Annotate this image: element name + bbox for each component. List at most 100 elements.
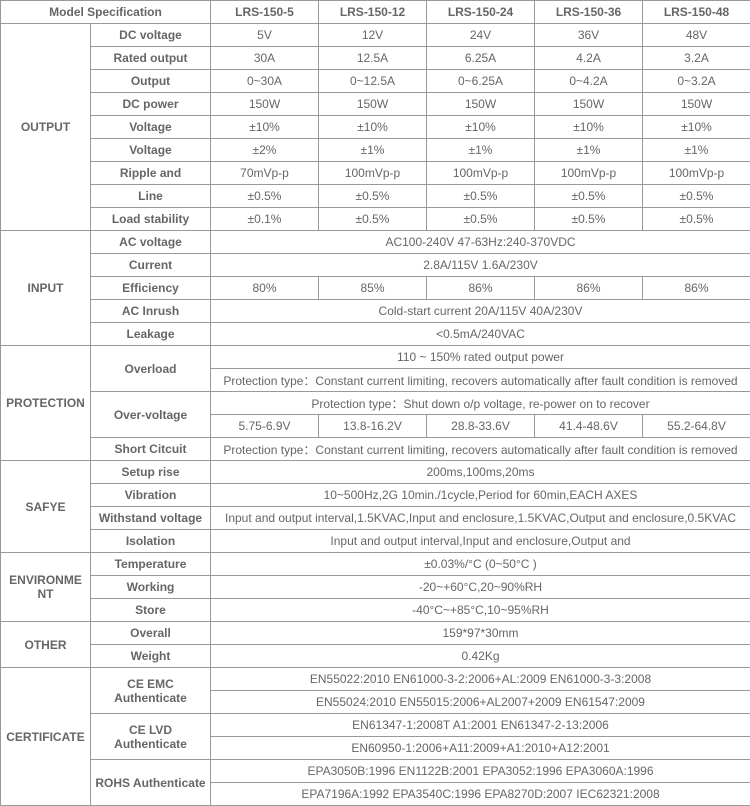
- param-label: Overall: [91, 622, 211, 645]
- table-row: DC power150W150W150W150W150W: [1, 93, 750, 116]
- section-protection: PROTECTION: [1, 346, 91, 461]
- cell: 10~500Hz,2G 10min./1cycle,Period for 60m…: [211, 484, 750, 507]
- cell: EN60950-1:2006+A11:2009+A1:2010+A12:2001: [211, 737, 750, 760]
- cell: 0~3.2A: [643, 70, 750, 93]
- header-col: LRS-150-48: [643, 1, 750, 24]
- cell: 41.4-48.6V: [535, 415, 643, 438]
- param-label: AC Inrush: [91, 300, 211, 323]
- cell: 12.5A: [319, 47, 427, 70]
- cell: ±10%: [535, 116, 643, 139]
- table-row: Ripple and70mVp-p100mVp-p100mVp-p100mVp-…: [1, 162, 750, 185]
- param-label: Leakage: [91, 323, 211, 346]
- cell: ±1%: [535, 139, 643, 162]
- cell: 48V: [643, 24, 750, 47]
- param-label: Working: [91, 576, 211, 599]
- cell: ±0.5%: [211, 185, 319, 208]
- cell: 150W: [643, 93, 750, 116]
- cell: 6.25A: [427, 47, 535, 70]
- table-row: CE LVD AuthenticateEN61347-1:2008T A1:20…: [1, 714, 750, 737]
- param-label: Current: [91, 254, 211, 277]
- table-row: Store-40°C~+85°C,10~95%RH: [1, 599, 750, 622]
- cell: 85%: [319, 277, 427, 300]
- cell: 24V: [427, 24, 535, 47]
- table-row: Working-20~+60°C,20~90%RH: [1, 576, 750, 599]
- section-safye: SAFYE: [1, 461, 91, 553]
- table-row: Weight0.42Kg: [1, 645, 750, 668]
- param-label: ROHS Authenticate: [91, 760, 211, 806]
- table-row: Current2.8A/115V 1.6A/230V: [1, 254, 750, 277]
- cell: ±1%: [427, 139, 535, 162]
- param-label: Ripple and: [91, 162, 211, 185]
- header-col: LRS-150-12: [319, 1, 427, 24]
- param-label: DC voltage: [91, 24, 211, 47]
- table-row: Load stability±0.1%±0.5%±0.5%±0.5%±0.5%: [1, 208, 750, 231]
- section-output: OUTPUT: [1, 24, 91, 231]
- param-label: AC voltage: [91, 231, 211, 254]
- table-row: Model SpecificationLRS-150-5LRS-150-12LR…: [1, 1, 750, 24]
- table-row: Rated output30A12.5A6.25A4.2A3.2A: [1, 47, 750, 70]
- param-label: Short Citcuit: [91, 438, 211, 461]
- cell: 100mVp-p: [535, 162, 643, 185]
- cell: EN55024:2010 EN55015:2006+AL2007+2009 EN…: [211, 691, 750, 714]
- param-label: Line: [91, 185, 211, 208]
- param-label: CE LVD Authenticate: [91, 714, 211, 760]
- cell: 36V: [535, 24, 643, 47]
- table-row: Vibration10~500Hz,2G 10min./1cycle,Perio…: [1, 484, 750, 507]
- table-row: Voltage±10%±10%±10%±10%±10%: [1, 116, 750, 139]
- table-row: SAFYESetup rise200ms,100ms,20ms: [1, 461, 750, 484]
- table-row: AC InrushCold-start current 20A/115V 40A…: [1, 300, 750, 323]
- cell: ±10%: [319, 116, 427, 139]
- table-row: ROHS AuthenticateEPA3050B:1996 EN1122B:2…: [1, 760, 750, 783]
- table-row: CERTIFICATECE EMC AuthenticateEN55022:20…: [1, 668, 750, 691]
- cell: 0~6.25A: [427, 70, 535, 93]
- param-label: Voltage: [91, 139, 211, 162]
- cell: 100mVp-p: [427, 162, 535, 185]
- cell: 5.75-6.9V: [211, 415, 319, 438]
- cell: 0~30A: [211, 70, 319, 93]
- cell: 100mVp-p: [643, 162, 750, 185]
- cell: Protection type：Shut down o/p voltage, r…: [211, 392, 750, 415]
- param-label: Rated output: [91, 47, 211, 70]
- param-label: Setup rise: [91, 461, 211, 484]
- cell: 150W: [211, 93, 319, 116]
- cell: EN55022:2010 EN61000-3-2:2006+AL:2009 EN…: [211, 668, 750, 691]
- cell: 150W: [319, 93, 427, 116]
- cell: Cold-start current 20A/115V 40A/230V: [211, 300, 750, 323]
- header-col: LRS-150-24: [427, 1, 535, 24]
- cell: ±0.5%: [427, 208, 535, 231]
- table-row: OUTPUTDC voltage5V12V24V36V48V: [1, 24, 750, 47]
- section-environment: ENVIRONMENT: [1, 553, 91, 622]
- cell: 5V: [211, 24, 319, 47]
- cell: <0.5mA/240VAC: [211, 323, 750, 346]
- cell: 86%: [643, 277, 750, 300]
- table-row: IsolationInput and output interval,Input…: [1, 530, 750, 553]
- cell: 55.2-64.8V: [643, 415, 750, 438]
- header-model: Model Specification: [1, 1, 211, 24]
- cell: Input and output interval,Input and encl…: [211, 530, 750, 553]
- table-row: Leakage<0.5mA/240VAC: [1, 323, 750, 346]
- param-label: Isolation: [91, 530, 211, 553]
- cell: 86%: [427, 277, 535, 300]
- cell: 28.8-33.6V: [427, 415, 535, 438]
- param-label: Overload: [91, 346, 211, 392]
- table-row: OTHEROverall159*97*30mm: [1, 622, 750, 645]
- cell: ±10%: [427, 116, 535, 139]
- cell: -20~+60°C,20~90%RH: [211, 576, 750, 599]
- cell: 80%: [211, 277, 319, 300]
- cell: ±0.5%: [535, 208, 643, 231]
- table-row: Efficiency80%85%86%86%86%: [1, 277, 750, 300]
- cell: 0~12.5A: [319, 70, 427, 93]
- cell: ±0.03%/°C (0~50°C ): [211, 553, 750, 576]
- cell: ±1%: [643, 139, 750, 162]
- param-label: Store: [91, 599, 211, 622]
- param-label: Weight: [91, 645, 211, 668]
- param-label: DC power: [91, 93, 211, 116]
- table-row: Withstand voltageInput and output interv…: [1, 507, 750, 530]
- param-label: Load stability: [91, 208, 211, 231]
- cell: ±0.1%: [211, 208, 319, 231]
- cell: 4.2A: [535, 47, 643, 70]
- cell: EPA3050B:1996 EN1122B:2001 EPA3052:1996 …: [211, 760, 750, 783]
- cell: 13.8-16.2V: [319, 415, 427, 438]
- cell: 0~4.2A: [535, 70, 643, 93]
- param-label: Temperature: [91, 553, 211, 576]
